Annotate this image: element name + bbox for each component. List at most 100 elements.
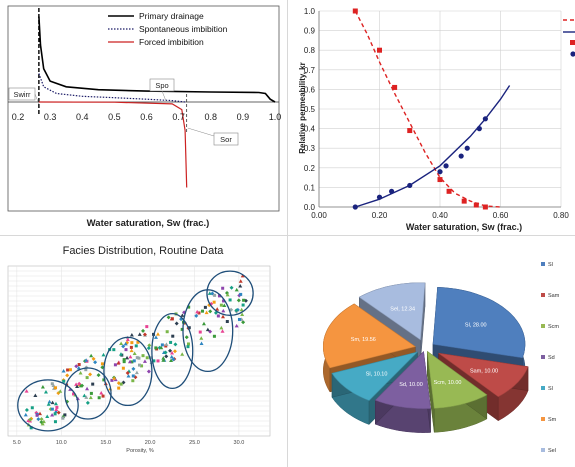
facies-data-point xyxy=(53,412,57,416)
kro-data-point xyxy=(437,177,443,183)
facies-data-point xyxy=(30,406,34,410)
facies-data-point xyxy=(213,310,218,315)
facies-data-point xyxy=(184,335,189,340)
facies-data-point xyxy=(47,399,52,404)
facies-data-point xyxy=(164,354,169,359)
x-axis-label: Water saturation, Sw (frac.) xyxy=(406,222,522,232)
curve-primary-drainage xyxy=(38,16,276,103)
facies-data-point xyxy=(68,368,72,372)
facies-data-point xyxy=(222,299,226,303)
facies-data-point xyxy=(54,407,59,412)
panel-divider-vertical xyxy=(287,0,288,467)
facies-data-point xyxy=(229,285,234,290)
facies-data-point xyxy=(173,342,178,347)
legend-entry: Primary drainage xyxy=(139,11,204,21)
facies-data-point xyxy=(169,358,174,362)
facies-data-point xyxy=(171,357,176,362)
facies-data-point xyxy=(137,332,142,336)
facies-data-point xyxy=(53,401,58,406)
facies-data-point xyxy=(55,405,59,409)
facies-data-point xyxy=(159,345,164,350)
facies-data-point xyxy=(61,369,66,373)
facies-data-point xyxy=(116,381,121,386)
facies-data-point xyxy=(85,376,89,380)
facies-data-point xyxy=(197,311,201,315)
krw-data-point xyxy=(352,204,358,210)
annotation-leader xyxy=(187,127,215,137)
facies-data-point xyxy=(132,351,137,355)
facies-data-point xyxy=(53,409,58,413)
facies-data-point xyxy=(53,420,57,424)
facies-data-point xyxy=(169,354,174,359)
annotation-swirr: Swirr xyxy=(13,90,31,99)
facies-data-point xyxy=(165,330,169,334)
legend-swatch xyxy=(541,293,545,297)
krw-data-point xyxy=(482,116,488,122)
facies-data-point xyxy=(137,356,141,360)
facies-data-point xyxy=(204,310,209,315)
facies-data-point xyxy=(168,348,173,353)
facies-data-point xyxy=(125,340,130,345)
facies-data-point xyxy=(65,373,70,378)
facies-data-point xyxy=(155,332,160,336)
facies-data-point xyxy=(212,300,216,304)
kro-data-point xyxy=(352,8,358,14)
facies-data-point xyxy=(235,307,240,312)
facies-data-point xyxy=(238,284,243,288)
facies-data-point xyxy=(121,344,126,349)
facies-data-point xyxy=(166,315,171,320)
facies-data-point xyxy=(131,366,136,371)
annotation-leader xyxy=(161,90,167,102)
facies-data-point xyxy=(66,368,70,372)
facies-data-point xyxy=(58,389,63,393)
facies-data-point xyxy=(219,303,223,307)
relative-permeability-svg: 0.0 0.1 0.2 0.3 0.4 0.5 0.6 0.7 0.8 0.9 1.0 0.00 0.2… xyxy=(298,7,575,232)
facies-data-point xyxy=(129,333,134,337)
facies-data-point xyxy=(136,340,140,344)
facies-data-point xyxy=(74,364,79,369)
krw-data-point xyxy=(464,145,470,151)
facies-distribution-svg: Facies Distribution, Routine Data 5.0 10.… xyxy=(7,245,271,454)
legend-entry: Sl xyxy=(548,386,553,392)
facies-data-point xyxy=(125,337,130,342)
facies-data-point xyxy=(50,407,54,411)
facies-data-point xyxy=(221,308,226,313)
pie-slice-label: Sd, 10.00 xyxy=(399,382,423,388)
legend-swatch xyxy=(541,324,545,328)
facies-data-point xyxy=(228,298,232,302)
x-tick-label: 20.0 xyxy=(145,440,156,446)
facies-data-point xyxy=(37,411,42,416)
kro-data-point xyxy=(461,198,467,204)
legend-swatch xyxy=(541,417,545,421)
facies-data-point xyxy=(50,400,55,405)
facies-data-point xyxy=(154,346,158,350)
facies-data-point xyxy=(112,376,117,380)
facies-data-point xyxy=(39,417,44,422)
facies-data-point xyxy=(187,326,191,330)
legend-swatch xyxy=(541,448,545,452)
facies-data-point xyxy=(186,345,190,349)
facies-data-point xyxy=(93,360,98,365)
annotation-spo: Spo xyxy=(155,81,168,90)
facies-data-point xyxy=(40,421,45,426)
facies-data-point xyxy=(117,386,121,390)
facies-data-point xyxy=(240,273,245,278)
facies-data-point xyxy=(97,396,101,400)
facies-data-point xyxy=(101,394,105,398)
facies-data-point xyxy=(51,383,56,388)
facies-data-point xyxy=(219,325,224,330)
facies-data-point xyxy=(182,310,187,315)
facies-data-point xyxy=(28,417,33,422)
facies-data-point xyxy=(137,363,141,367)
facies-distribution-chart: Facies Distribution, Routine Data 5.0 10.… xyxy=(0,238,287,467)
facies-data-point xyxy=(237,317,241,321)
facies-cluster-ellipse xyxy=(64,367,112,420)
x-tick-label: 1.0 xyxy=(269,112,282,122)
facies-data-point xyxy=(163,350,168,355)
facies-data-point xyxy=(40,385,45,389)
facies-data-point xyxy=(84,358,89,362)
facies-data-point xyxy=(125,355,130,360)
facies-data-point xyxy=(164,342,169,346)
facies-data-point xyxy=(239,307,244,312)
x-tick-label: 0.40 xyxy=(432,211,448,220)
